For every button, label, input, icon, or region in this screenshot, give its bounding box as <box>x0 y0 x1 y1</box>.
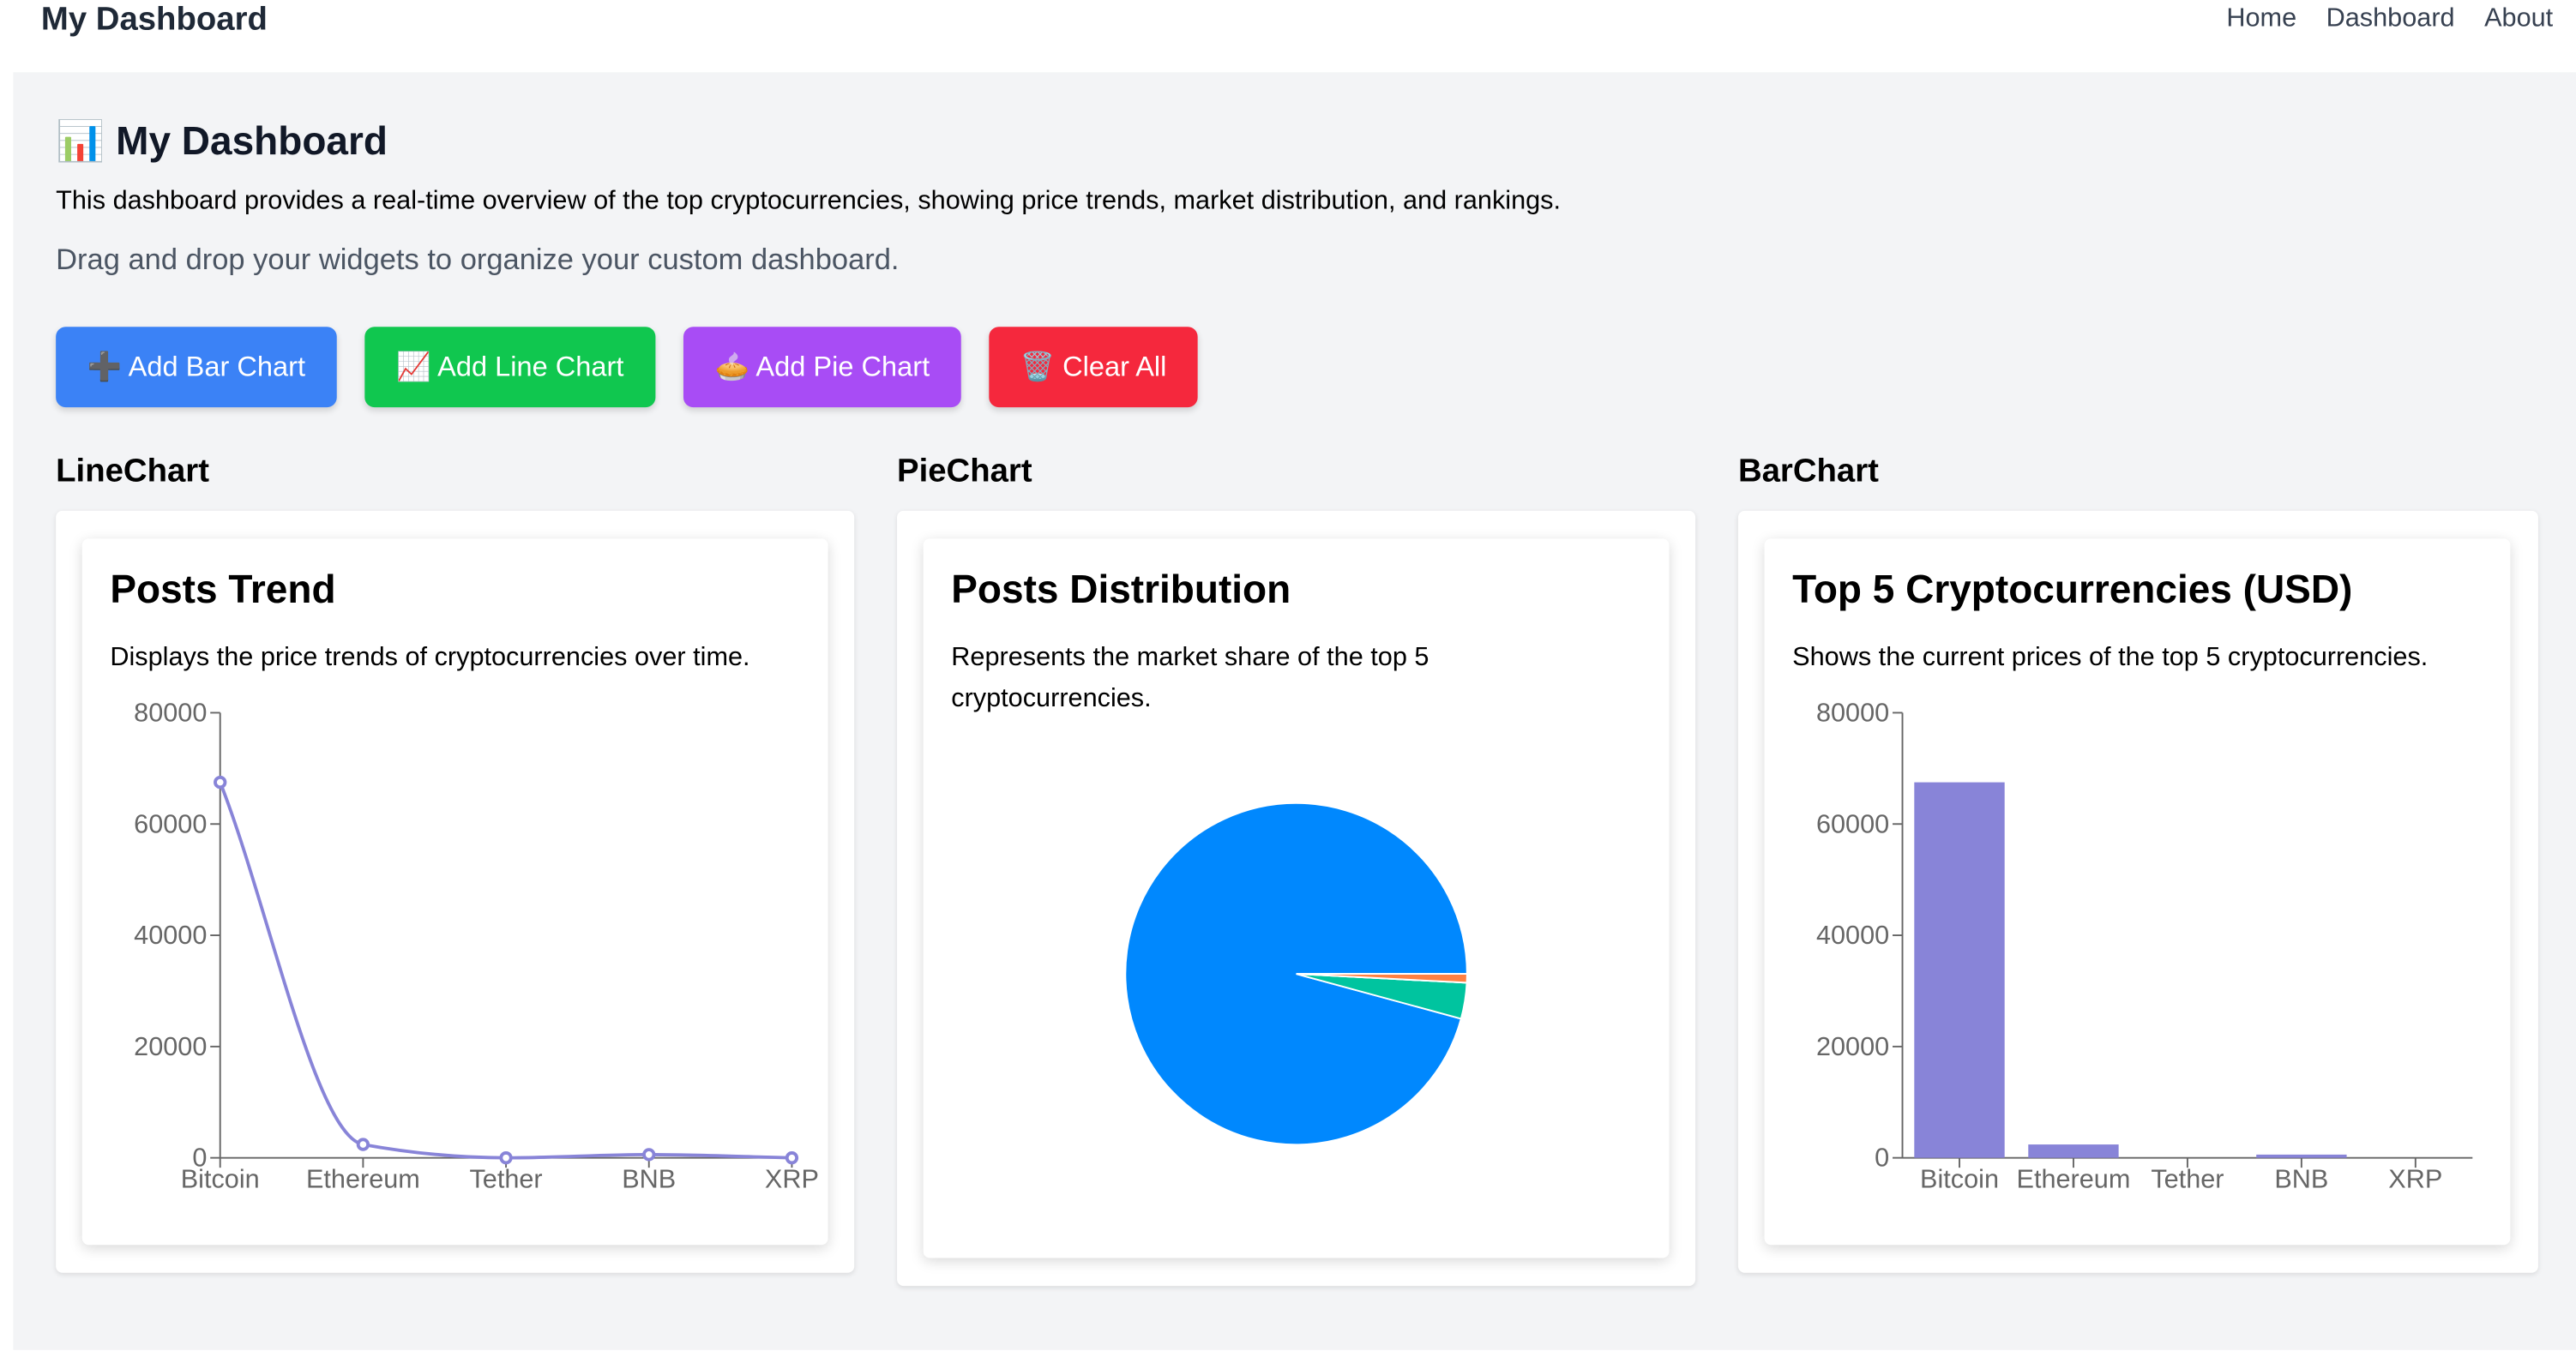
section-label: LineChart <box>56 453 209 489</box>
nav-links: Home Dashboard About <box>2226 5 2553 34</box>
y-tick-label: 20000 <box>134 1032 207 1061</box>
description: This dashboard provides a real-time over… <box>56 187 1562 215</box>
bar <box>1914 782 2005 1158</box>
brand[interactable]: My Dashboard <box>40 1 268 39</box>
x-tick-label: Tether <box>2151 1165 2224 1194</box>
add-line-button[interactable]: 📈 Add Line Chart <box>364 327 656 408</box>
page-title: 📊 My Dashboard <box>56 119 388 165</box>
chart-card: Posts Trend Displays the price trends of… <box>81 538 828 1246</box>
x-tick-label: Bitcoin <box>181 1165 260 1194</box>
x-tick-label: Bitcoin <box>1920 1165 1999 1194</box>
nav-link[interactable]: Dashboard <box>2326 4 2455 33</box>
y-tick-label: 40000 <box>1816 921 1889 950</box>
chart: 0 20000 40000 60000 80000 Bitcoin Ethereum Teth… <box>1816 698 2473 1194</box>
y-tick-label: 0 <box>192 1144 207 1173</box>
chart-title: Posts Trend <box>110 567 336 613</box>
chart-subtitle: Shows the current prices of the top 5 cr… <box>1792 644 2429 672</box>
widget[interactable]: Posts Distribution Represents the market… <box>897 510 1696 1287</box>
widget[interactable]: Posts Trend Displays the price trends of… <box>56 510 855 1273</box>
y-tick-label: 60000 <box>134 809 207 838</box>
y-tick-label: 80000 <box>1816 698 1889 727</box>
y-tick-label: 40000 <box>134 921 207 950</box>
main: 📊 My Dashboard This dashboard provides a… <box>13 72 2576 1350</box>
nav-link[interactable]: About <box>2484 4 2554 33</box>
y-tick-label: 80000 <box>134 698 207 727</box>
x-tick-label: Ethereum <box>2017 1165 2131 1194</box>
add-pie-button[interactable]: 🥧 Add Pie Chart <box>683 327 961 408</box>
section-label: BarChart <box>1737 453 1879 489</box>
chart <box>1124 802 1468 1146</box>
bar <box>2028 1144 2119 1158</box>
chart-subtitle: Represents the market share of the top 5… <box>951 644 1429 713</box>
y-tick-label: 0 <box>1875 1144 1889 1173</box>
chart-card: Posts Distribution Represents the market… <box>923 538 1670 1258</box>
clear-button[interactable]: 🗑️ Clear All <box>989 327 1198 408</box>
chart-title: Posts Distribution <box>951 567 1291 613</box>
x-tick-label: BNB <box>2274 1165 2328 1194</box>
y-tick-label: 60000 <box>1816 809 1889 838</box>
chart-subtitle: Displays the price trends of cryptocurre… <box>110 644 750 672</box>
point <box>642 1148 656 1162</box>
point <box>214 775 227 790</box>
x-tick-label: BNB <box>622 1165 676 1194</box>
hint: Drag and drop your widgets to organize y… <box>56 243 900 276</box>
add-bar-button[interactable]: ➕ Add Bar Chart <box>56 327 337 408</box>
section-label: PieChart <box>897 453 1032 489</box>
x-tick-label: XRP <box>2388 1165 2442 1194</box>
chart-card: Top 5 Cryptocurrencies (USD) Shows the c… <box>1764 538 2511 1246</box>
point <box>356 1138 370 1151</box>
y-tick-label: 20000 <box>1816 1032 1889 1061</box>
x-tick-label: Tether <box>469 1165 542 1194</box>
bar <box>2256 1154 2347 1158</box>
nav-link[interactable]: Home <box>2226 4 2297 33</box>
point <box>499 1150 513 1165</box>
widget[interactable]: Top 5 Cryptocurrencies (USD) Shows the c… <box>1737 510 2538 1273</box>
navbar: My Dashboard Home Dashboard About <box>0 0 2576 73</box>
x-tick-label: Ethereum <box>306 1165 420 1194</box>
x-tick-label: XRP <box>765 1165 819 1194</box>
chart: 0 20000 40000 60000 80000 Bitcoin Ethereum Teth… <box>134 698 819 1194</box>
point <box>785 1150 799 1165</box>
line <box>218 781 792 1160</box>
chart-title: Top 5 Cryptocurrencies (USD) <box>1792 567 2353 613</box>
